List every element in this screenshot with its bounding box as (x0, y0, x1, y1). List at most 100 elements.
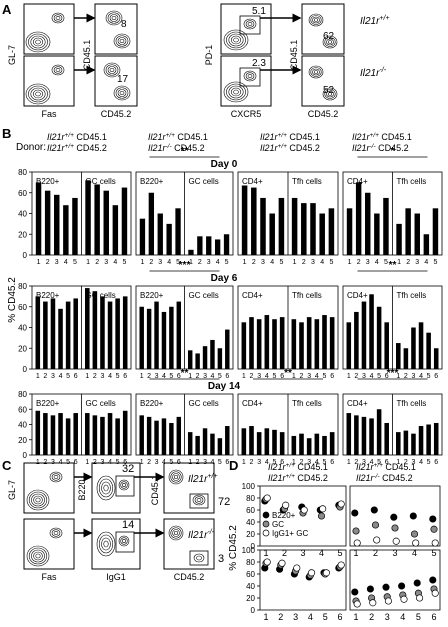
x-tick-label: 1 (293, 259, 297, 266)
x-tick-label: 3 (293, 612, 298, 622)
contour-ring (230, 87, 242, 97)
contour-ring (119, 38, 125, 44)
bar (50, 415, 56, 455)
bar (291, 319, 297, 369)
x-tick-label: 5 (427, 459, 431, 466)
x-tick-label: 1 (292, 459, 296, 466)
bar (94, 184, 100, 255)
bar (161, 311, 167, 369)
bar (176, 301, 182, 369)
x-tick-label: 4 (113, 259, 117, 266)
contour-ring (173, 530, 179, 536)
contour-ring (324, 89, 336, 99)
scatter-point (369, 599, 377, 607)
x-tick-label: 5 (279, 259, 283, 266)
y-tick-label: 20 (18, 344, 27, 353)
contour-ring (30, 35, 46, 49)
contour-ring (117, 89, 127, 97)
y-tick-label: 80 (246, 494, 255, 503)
contour-ring (326, 90, 334, 98)
x-tick-label: 2 (93, 373, 97, 380)
contour-ring (245, 20, 255, 28)
bar (146, 308, 152, 369)
bar (35, 182, 42, 255)
x-tick-label: 2 (196, 373, 200, 380)
x-tick-label: 5 (377, 459, 381, 466)
bar (279, 432, 285, 455)
bar (319, 213, 325, 255)
x-tick-label: 2 (300, 459, 304, 466)
panel-letter-d: D (229, 458, 238, 473)
contour-ring (115, 35, 129, 47)
contour-ring (96, 475, 116, 501)
bar (195, 353, 200, 369)
y-tick-label: 20 (246, 594, 255, 603)
bar (291, 197, 298, 255)
bar (249, 317, 254, 369)
scatter-point (317, 512, 326, 520)
bar (43, 413, 48, 455)
x-tick-label: 5 (122, 259, 126, 266)
contour-ring (170, 527, 182, 539)
x-tick-label: 5 (169, 373, 173, 380)
x-tick-label: 3 (261, 259, 265, 266)
bar (310, 203, 316, 255)
scatter-point (282, 501, 290, 509)
contour-ring (33, 551, 43, 561)
x-tick-label: 5 (384, 259, 388, 266)
bar (112, 205, 119, 255)
contour-ring (35, 91, 41, 97)
scatter-point (370, 506, 378, 514)
bar (73, 413, 78, 455)
axis-label-cxcr5: CXCR5 (231, 109, 262, 119)
bar (161, 418, 167, 455)
scatter-point (322, 569, 330, 577)
y-tick-label: 80 (18, 390, 27, 399)
bar (299, 433, 304, 455)
bar (361, 301, 367, 369)
bar (272, 319, 277, 369)
scatter-point (413, 579, 421, 587)
bar (376, 409, 382, 455)
x-tick-label: 2 (300, 373, 304, 380)
bar (169, 306, 174, 369)
contour-ring (192, 494, 206, 506)
contour-ring (313, 18, 319, 22)
x-tick-label: 6 (225, 459, 229, 466)
y-tick-label: 20 (246, 530, 255, 539)
donor-header-line: Il21r+/+ CD45.2 (268, 473, 328, 483)
scatter-point (429, 576, 437, 584)
subset-label: B220+ (140, 291, 164, 300)
x-tick-label: 4 (320, 259, 324, 266)
contour-ring (120, 481, 128, 489)
bar (188, 249, 194, 255)
subset-label: Tfh cells (292, 177, 322, 186)
contour-ring (31, 493, 45, 507)
scatter-point (300, 506, 308, 514)
x-tick-label: 1 (347, 373, 351, 380)
x-tick-label: 1 (85, 373, 89, 380)
x-tick-label: 6 (434, 373, 438, 380)
y-tick-label: 40 (246, 518, 255, 527)
donor-label: Donor: (16, 142, 46, 153)
scatter-point (353, 600, 361, 608)
bar (384, 422, 389, 455)
bar (50, 298, 56, 369)
axis-label-b220: B220 (77, 479, 87, 500)
gate (115, 475, 135, 497)
bar (354, 311, 359, 369)
bar (411, 327, 416, 369)
bar (107, 413, 113, 455)
subset-label: GC cells (189, 399, 219, 408)
subset-label: Tfh cells (292, 399, 322, 408)
contour-ring (105, 10, 123, 26)
subset-label: B220+ (140, 399, 164, 408)
x-tick-label: 4 (319, 548, 324, 558)
bar (256, 319, 262, 369)
panel-a: GL-7 Fas CD45.1 CD45.2 8 17 5.1 2.3 PD-1… (7, 3, 390, 119)
subset-label: CD4+ (347, 291, 368, 300)
y-tick-label: 0 (23, 251, 28, 260)
